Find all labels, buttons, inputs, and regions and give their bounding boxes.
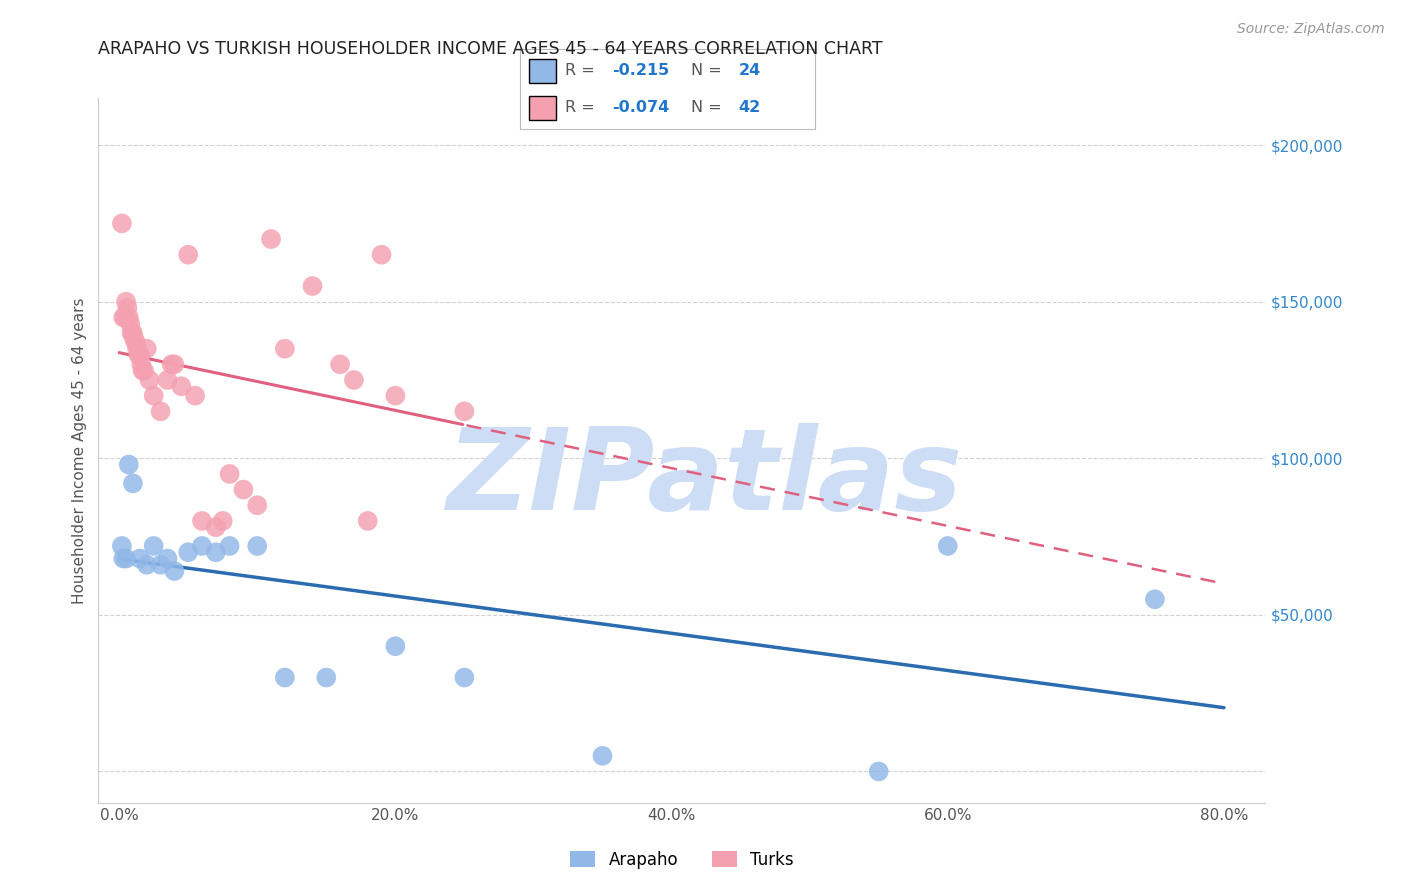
Point	[163, 357, 186, 371]
Point	[142, 539, 165, 553]
Point	[274, 342, 297, 356]
Point	[131, 363, 153, 377]
Point	[118, 310, 141, 325]
Text: 42: 42	[738, 100, 761, 115]
Point	[260, 232, 283, 246]
FancyBboxPatch shape	[529, 59, 555, 83]
Point	[357, 514, 380, 528]
Legend: Arapaho, Turks: Arapaho, Turks	[564, 844, 800, 876]
Point	[218, 467, 240, 481]
Text: ZIPatlas: ZIPatlas	[447, 423, 963, 534]
Point	[125, 335, 148, 350]
Point	[122, 476, 145, 491]
Point	[936, 539, 959, 553]
Point	[149, 404, 172, 418]
Point	[156, 551, 179, 566]
Point	[184, 389, 207, 403]
Point	[274, 671, 297, 685]
Point	[120, 317, 142, 331]
Point	[191, 514, 214, 528]
Point	[384, 389, 406, 403]
Point	[112, 551, 135, 566]
Text: -0.215: -0.215	[612, 63, 669, 78]
Point	[211, 514, 233, 528]
Point	[232, 483, 254, 497]
Point	[117, 301, 139, 315]
Point	[329, 357, 352, 371]
Point	[128, 551, 150, 566]
Point	[301, 279, 323, 293]
Point	[124, 332, 146, 346]
Point	[114, 310, 136, 325]
Point	[177, 248, 200, 262]
Point	[163, 564, 186, 578]
Point	[115, 551, 138, 566]
Point	[453, 671, 475, 685]
Point	[868, 764, 890, 779]
Point	[343, 373, 366, 387]
Point	[122, 326, 145, 340]
Point	[191, 539, 214, 553]
Text: R =: R =	[565, 100, 599, 115]
Point	[204, 545, 226, 559]
Point	[218, 539, 240, 553]
Point	[246, 498, 269, 512]
Point	[170, 379, 193, 393]
Point	[127, 342, 149, 356]
Point	[315, 671, 337, 685]
Text: N =: N =	[692, 100, 727, 115]
Point	[204, 520, 226, 534]
Point	[132, 363, 155, 377]
Text: R =: R =	[565, 63, 599, 78]
Point	[142, 389, 165, 403]
Point	[127, 348, 149, 362]
Y-axis label: Householder Income Ages 45 - 64 years: Householder Income Ages 45 - 64 years	[72, 297, 87, 604]
Point	[1143, 592, 1166, 607]
Point	[118, 458, 141, 472]
Point	[135, 342, 157, 356]
Point	[115, 294, 138, 309]
Point	[138, 373, 160, 387]
Text: ARAPAHO VS TURKISH HOUSEHOLDER INCOME AGES 45 - 64 YEARS CORRELATION CHART: ARAPAHO VS TURKISH HOUSEHOLDER INCOME AG…	[98, 40, 883, 58]
Point	[111, 539, 134, 553]
Point	[177, 545, 200, 559]
FancyBboxPatch shape	[529, 95, 555, 120]
Point	[156, 373, 179, 387]
Point	[370, 248, 392, 262]
Point	[121, 326, 143, 340]
Point	[112, 310, 135, 325]
Point	[135, 558, 157, 572]
Text: -0.074: -0.074	[612, 100, 669, 115]
Point	[149, 558, 172, 572]
Point	[160, 357, 183, 371]
Point	[453, 404, 475, 418]
Point	[246, 539, 269, 553]
Point	[129, 357, 152, 371]
Point	[128, 348, 150, 362]
Point	[384, 639, 406, 653]
Text: N =: N =	[692, 63, 727, 78]
Text: Source: ZipAtlas.com: Source: ZipAtlas.com	[1237, 22, 1385, 37]
Point	[592, 748, 614, 763]
Point	[111, 216, 134, 230]
Text: 24: 24	[738, 63, 761, 78]
